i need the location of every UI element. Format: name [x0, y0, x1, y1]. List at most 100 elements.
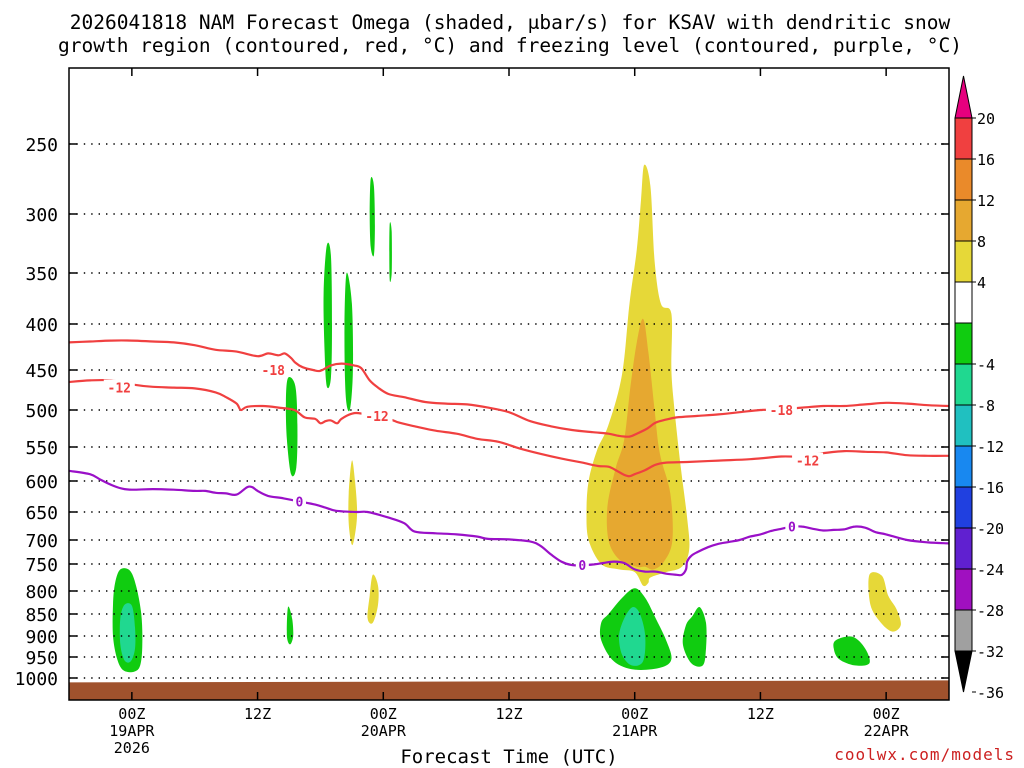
omega-descent-20apr-low [367, 574, 379, 624]
colorbar-label: -4 [977, 356, 995, 374]
colorbar-bin [954, 445, 973, 488]
x-tick-date: 19APR [109, 722, 155, 740]
y-tick-label: 900 [25, 627, 58, 648]
isotherm-minus12-label-bg [792, 452, 824, 468]
isotherm-minus12-label: -12 [365, 410, 388, 425]
colorbar-label: -36 [977, 684, 1004, 702]
x-axis-label: Forecast Time (UTC) [400, 746, 617, 768]
isotherm-minus12-label: -12 [796, 455, 819, 470]
x-tick-label: 00Z [621, 705, 648, 723]
colorbar-label: 4 [977, 274, 986, 292]
colorbar-bin [954, 363, 973, 406]
freezing-level-0-label: 0 [788, 521, 796, 536]
omega-descent-22apr [868, 572, 901, 632]
contour-labels: -18 -18 -12 -12 -12 0 0 0 [103, 362, 824, 574]
freezing-level-0-label-bg [292, 493, 306, 509]
freezing-level-0-line [68, 469, 950, 577]
isotherm-minus18-label: -18 [262, 364, 286, 379]
isotherm-minus18-line [68, 339, 950, 438]
colorbar-label: 16 [977, 151, 995, 169]
y-tick-label: 850 [25, 605, 58, 626]
y-tick-label: 650 [25, 503, 58, 524]
y-tick-label: 250 [25, 135, 58, 156]
x-tick-label: 12Z [244, 705, 271, 723]
isotherm-minus12-label-bg [103, 379, 135, 395]
colorbar-bottom-triangle [954, 650, 973, 693]
colorbar-label: 20 [977, 110, 995, 128]
x-tick-date: 21APR [612, 722, 658, 740]
colorbar-label: -8 [977, 397, 995, 415]
colorbar-bin [954, 527, 973, 570]
y-tick-label: 750 [25, 555, 58, 576]
colorbar-bin [954, 322, 973, 365]
y-tick-label: 800 [25, 582, 58, 603]
colorbar-bin [954, 486, 973, 529]
colorbar-bin [954, 568, 973, 611]
isotherm-minus18-label: -18 [770, 404, 794, 419]
omega-ascent-20apr-column [323, 242, 332, 389]
freezing-level-0-label-bg [575, 557, 589, 573]
isotherm-minus12-line [68, 378, 950, 478]
omega-ascent-upper-b [389, 222, 392, 283]
omega-ascent-upper-a [369, 176, 375, 257]
x-tick-label: 12Z [495, 705, 522, 723]
terrain-fill [69, 680, 949, 700]
x-tick-date: 22APR [864, 722, 910, 740]
colorbar-bin [954, 199, 973, 242]
plot-frame [68, 67, 950, 701]
chart-title-line2: growth region (contoured, red, °C) and f… [58, 34, 962, 57]
colorbar-label: -20 [977, 520, 1004, 538]
chart-title-line1: 2026041818 NAM Forecast Omega (shaded, μ… [70, 11, 951, 34]
x-tick-label: 12Z [747, 705, 774, 723]
y-tick-label: 450 [25, 361, 58, 382]
freezing-level-0-label: 0 [296, 495, 304, 510]
y-tick-label: 300 [25, 205, 58, 226]
y-tick-label: 500 [25, 401, 58, 422]
colorbar-label: 12 [977, 192, 995, 210]
colorbar-top-triangle [954, 75, 973, 119]
grid-lines [69, 143, 949, 679]
colorbar-label: -12 [977, 438, 1004, 456]
colorbar-bin [954, 609, 973, 652]
watermark: coolwx.com/models [834, 745, 1015, 764]
colorbar-bin [954, 404, 973, 447]
omega-shading [112, 164, 901, 673]
y-tick-label: 550 [25, 438, 58, 459]
x-tick-year: 2026 [114, 739, 150, 757]
colorbar-bin [954, 240, 973, 283]
colorbar-bin [954, 117, 973, 160]
y-tick-label: 400 [25, 315, 58, 336]
x-tick-label: 00Z [118, 705, 145, 723]
omega-descent-21apr-core [606, 318, 673, 570]
isotherm-minus12-label: -12 [108, 382, 131, 397]
omega-ascent-20apr-column-b [344, 272, 354, 412]
x-tick-label: 00Z [370, 705, 397, 723]
y-tick-label: 600 [25, 472, 58, 493]
colorbar-label: 8 [977, 233, 986, 251]
freezing-level-0-label-bg [785, 518, 799, 534]
colorbar-bin [954, 158, 973, 201]
isotherm-minus12-label-bg [361, 407, 393, 423]
y-axis: 2503003504004505005506006507007508008509… [15, 135, 949, 690]
colorbar-bin [954, 281, 973, 324]
omega-strong-ascent-19apr-core [119, 603, 136, 663]
x-tick-date: 20APR [361, 722, 407, 740]
colorbar-label: -16 [977, 479, 1004, 497]
isotherm-minus18-label-bg [257, 362, 289, 377]
colorbar: 20 16 12 8 4 -4 -8 -12 -16 -20 -24 -28 -32 -36 [954, 75, 1004, 702]
y-tick-label: 1000 [15, 669, 58, 690]
omega-ascent-22apr [833, 636, 870, 666]
omega-descent-20apr [348, 460, 358, 546]
omega-ascent-mid [285, 377, 298, 477]
y-tick-label: 950 [25, 648, 58, 669]
y-tick-label: 700 [25, 531, 58, 552]
colorbar-label: -32 [977, 643, 1004, 661]
freezing-level-0-label: 0 [578, 559, 586, 574]
colorbar-label: -28 [977, 602, 1004, 620]
y-tick-label: 350 [25, 264, 58, 285]
omega-ascent-21apr-east [682, 606, 707, 667]
omega-ascent-low-small [286, 606, 294, 645]
terrain-layer [69, 680, 949, 700]
